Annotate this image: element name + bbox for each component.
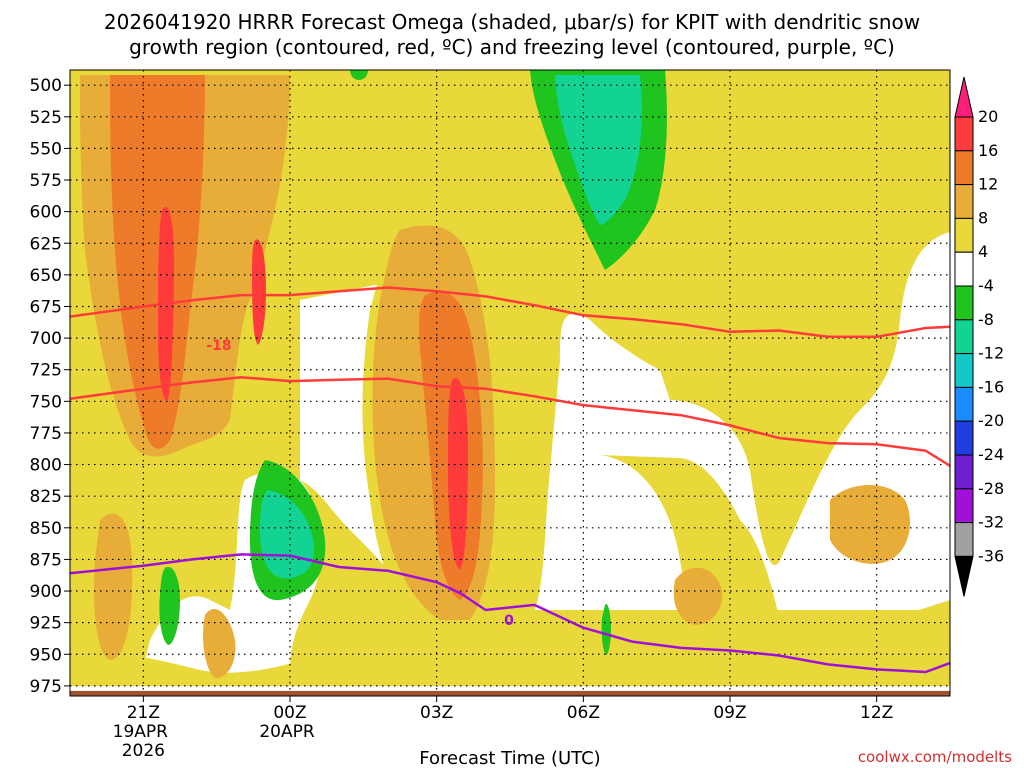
colorbar-label: 8: [978, 208, 988, 227]
colorbar-segment: [954, 285, 974, 321]
x-tick-label: 06Z: [567, 703, 600, 723]
y-tick-label: 575: [30, 171, 62, 191]
colorbar-top-arrow: [954, 76, 974, 118]
colorbar-segment: [954, 488, 974, 524]
chart-title-line-1: 2026041920 HRRR Forecast Omega (shaded, …: [104, 10, 920, 34]
colorbar-segment: [954, 353, 974, 388]
colorbar: 20 16 12 8 4 -4 -8 -12 -16 -20 -24 -28 -32 -36: [954, 76, 1004, 597]
y-tick-label: 750: [30, 392, 62, 412]
plot-frame: [69, 69, 951, 697]
x-tick-label: 03Z: [420, 703, 453, 723]
omega-region-upward-16b: [448, 378, 468, 570]
y-tick-label: 725: [30, 361, 62, 381]
colorbar-segment: [954, 420, 974, 456]
omega-region-upward-12a: [110, 75, 205, 449]
y-tick-label: 700: [30, 329, 62, 349]
dendritic-top-contour: [70, 286, 950, 339]
colorbar-segment: [954, 251, 974, 287]
omega-region-upward-8f: [203, 609, 236, 679]
y-gridlines: [70, 84, 950, 687]
omega-region-downward-4c: [159, 566, 180, 645]
y-tick-label: 625: [30, 234, 62, 254]
y-tick-label: 675: [30, 297, 62, 317]
omega-region-upward-4: [70, 70, 950, 630]
y-axis: 500 525 550 575 600 625 650 675 700 725 750 775 800 8…: [30, 76, 70, 697]
colorbar-segment: [954, 522, 974, 557]
colorbar-label: 20: [978, 107, 998, 126]
colorbar-label: -36: [978, 546, 1004, 565]
y-tick-label: 525: [30, 108, 62, 128]
omega-region-upward-8d: [673, 567, 723, 625]
y-tick-label: 875: [30, 550, 62, 570]
omega-region-upward-8e: [93, 513, 133, 660]
colorbar-segment: [954, 454, 974, 490]
y-tick-label: 900: [30, 582, 62, 602]
y-tick-label: 925: [30, 614, 62, 634]
colorbar-label: -28: [978, 479, 1004, 498]
x-tick-label: 21Z: [127, 703, 160, 723]
omega-region-downward-4e: [350, 70, 368, 80]
y-tick-label: 650: [30, 266, 62, 286]
y-tick-label: 550: [30, 139, 62, 159]
dendritic-contour-label-text: -18: [206, 338, 231, 354]
x-tick-label: 12Z: [860, 703, 893, 723]
colorbar-segment: [954, 217, 974, 253]
colorbar-segment: [954, 319, 974, 355]
y-tick-label: 800: [30, 456, 62, 476]
y-tick-label: 950: [30, 645, 62, 665]
x-axis-label: Forecast Time (UTC): [419, 748, 600, 768]
omega-region-downward-4d: [601, 604, 611, 655]
colorbar-label: -4: [978, 276, 994, 295]
colorbar-label: 16: [978, 141, 998, 160]
colorbar-label: -24: [978, 445, 1004, 464]
omega-shading: [70, 70, 950, 686]
x-gridlines: [142, 70, 878, 696]
colorbar-label: 12: [978, 175, 998, 194]
x-tick-date-label: 20APR: [259, 722, 315, 742]
chart-title-line-2: growth region (contoured, red, ºC) and f…: [129, 35, 895, 59]
dendritic-bottom-contour: [70, 376, 950, 467]
colorbar-label: 4: [978, 242, 988, 261]
omega-region-downward-8a: [555, 75, 642, 225]
colorbar-label: -20: [978, 411, 1004, 430]
x-tick-label: 00Z: [273, 703, 306, 723]
plot-area: [70, 70, 950, 696]
x-tick-date-label: 19APR: [113, 722, 169, 742]
y-tick-label: 825: [30, 487, 62, 507]
colorbar-segment: [954, 184, 974, 219]
colorbar-segment: [954, 386, 974, 422]
colorbar-segment: [954, 150, 974, 186]
freezing-level-contour: [70, 553, 950, 674]
colorbar-label: -32: [978, 513, 1004, 532]
x-tick-year-label: 2026: [122, 741, 165, 761]
colorbar-label: -16: [978, 377, 1004, 396]
colorbar-bottom-arrow: [954, 555, 974, 597]
ground-terrain: [70, 690, 950, 696]
omega-region-upward-8c: [830, 485, 910, 564]
colorbar-label: -12: [978, 344, 1004, 363]
freezing-contour-label-text: 0: [504, 613, 514, 629]
colorbar-segment: [954, 116, 974, 152]
omega-region-upward-4d: [600, 455, 950, 660]
y-tick-label: 775: [30, 424, 62, 444]
omega-region-upward-16c: [252, 239, 266, 345]
dendritic-contour-label: -18: [206, 338, 231, 354]
credit-text: coolwx.com/modelts: [858, 748, 1012, 766]
colorbar-label: -8: [978, 310, 994, 329]
y-tick-label: 850: [30, 519, 62, 539]
y-tick-label: 500: [30, 76, 62, 96]
y-tick-label: 600: [30, 203, 62, 223]
x-tick-label: 09Z: [713, 703, 746, 723]
freezing-contour-label: 0: [504, 613, 514, 629]
y-tick-label: 975: [30, 677, 62, 697]
